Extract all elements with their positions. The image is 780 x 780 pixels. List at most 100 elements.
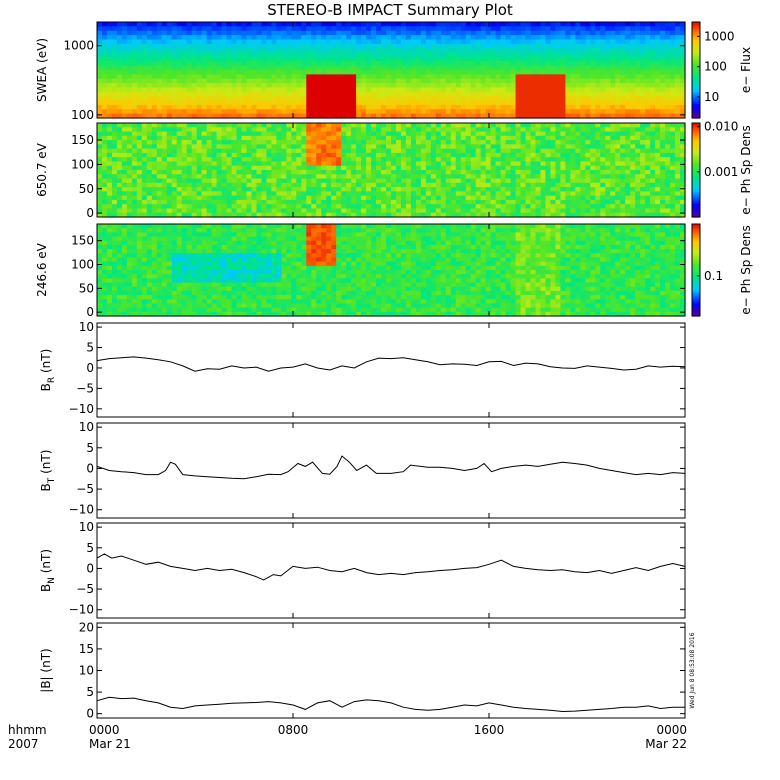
spectrogram-cell (251, 182, 258, 188)
spectrogram-cell (560, 52, 566, 58)
spectrogram-cell (97, 39, 103, 45)
spectrogram-cell (540, 144, 547, 150)
spectrogram-cell (425, 43, 432, 49)
spectrogram-cell (610, 39, 616, 45)
spectrogram-cell (670, 65, 676, 71)
spectrogram-cell (326, 100, 332, 106)
spectrogram-cell (106, 187, 113, 192)
spectrogram-cell (186, 195, 193, 201)
spectrogram-cell (221, 30, 228, 36)
spectrogram-cell (161, 52, 168, 58)
spectrogram-cell (670, 30, 676, 36)
spectrogram-cell (665, 96, 671, 102)
spectrogram-cell (435, 152, 442, 158)
spectrogram-cell (261, 165, 268, 171)
spectrogram-cell (455, 22, 462, 27)
spectrogram-cell (156, 187, 163, 192)
spectrogram-cell (276, 74, 282, 80)
spectrogram-cell (261, 208, 268, 214)
spectrogram-cell (610, 208, 616, 214)
spectrogram-cell (490, 208, 497, 214)
spectrogram-cell (465, 56, 472, 62)
spectrogram-cell (520, 100, 527, 106)
spectrogram-cell (341, 56, 347, 62)
spectrogram-cell (470, 113, 477, 119)
spectrogram-cell (575, 140, 581, 145)
spectrogram-cell (420, 52, 427, 58)
spectrogram-cell (116, 96, 123, 102)
spectrogram-cell (400, 170, 407, 175)
spectrogram-cell (126, 30, 133, 36)
spectrogram-cell (106, 39, 113, 45)
spectrogram-cell (440, 148, 447, 154)
spectrogram-cell (366, 113, 372, 119)
spectrogram-cell (465, 212, 472, 218)
spectrogram-cell (136, 161, 143, 167)
spectrogram-cell (256, 135, 263, 141)
spectrogram-cell (455, 148, 462, 154)
spectrogram-cell (470, 135, 477, 141)
spectrogram-cell (440, 127, 447, 133)
spectrogram-cell (635, 39, 641, 45)
spectrogram-cell (510, 30, 517, 36)
spectrogram-cell (221, 199, 228, 205)
spectrogram-cell (535, 157, 542, 163)
spectrogram-cell (106, 26, 113, 32)
spectrogram-cell (415, 161, 422, 167)
spectrogram-cell (605, 165, 611, 171)
spectrogram-cell (410, 152, 417, 158)
spectrogram-cell (430, 191, 437, 197)
spectrogram-cell (495, 152, 502, 158)
spectrogram-cell (231, 104, 238, 110)
spectrogram-cell (510, 35, 517, 41)
spectrogram-cell (535, 56, 542, 62)
spectrogram-cell (231, 182, 238, 188)
spectrogram-cell (655, 87, 661, 93)
spectrogram-cell (560, 56, 566, 62)
spectrogram-cell (515, 131, 522, 137)
spectrogram-cell (291, 113, 297, 119)
spectrogram-cell (386, 208, 392, 214)
spectrogram-cell (445, 65, 452, 71)
spectrogram-cell (530, 78, 537, 84)
spectrogram-cell (176, 174, 183, 180)
spectrogram-cell (206, 148, 213, 154)
spectrogram-cell (445, 187, 452, 192)
spectrogram-cell (376, 83, 382, 89)
spectrogram-cell (515, 187, 522, 192)
spectrogram-cell (336, 56, 342, 62)
spectrogram-cell (455, 56, 462, 62)
spectrogram-cell (156, 152, 163, 158)
spectrogram-cell (146, 199, 153, 205)
spectrogram-cell (321, 144, 327, 150)
spectrogram-cell (450, 52, 457, 58)
spectrogram-cell (261, 174, 268, 180)
spectrogram-cell (121, 56, 128, 62)
spectrogram-cell (490, 195, 497, 201)
spectrogram-cell (465, 26, 472, 32)
spectrogram-cell (565, 87, 571, 93)
spectrogram-cell (106, 123, 113, 128)
spectrogram-cell (450, 174, 457, 180)
spectrogram-cell (620, 52, 626, 58)
spectrogram-cell (301, 83, 307, 89)
spectrogram-cell (121, 152, 128, 158)
spectrogram-cell (430, 104, 437, 110)
spectrogram-cell (391, 52, 397, 58)
spectrogram-cell (600, 78, 606, 84)
spectrogram-cell (126, 140, 133, 145)
spectrogram-cell (146, 152, 153, 158)
spectrogram-cell (410, 161, 417, 167)
spectrogram-cell (460, 39, 467, 45)
spectrogram-cell (171, 178, 178, 184)
spectrogram-cell (540, 182, 547, 188)
spectrogram-cell (386, 199, 392, 205)
spectrogram-cell (226, 204, 233, 210)
spectrogram-cell (146, 48, 153, 54)
spectrogram-cell (415, 83, 422, 89)
spectrogram-cell (460, 170, 467, 175)
spectrogram-cell (116, 140, 123, 145)
spectrogram-cell (331, 127, 337, 133)
spectrogram-cell (311, 87, 317, 93)
spectrogram-cell (381, 74, 387, 80)
